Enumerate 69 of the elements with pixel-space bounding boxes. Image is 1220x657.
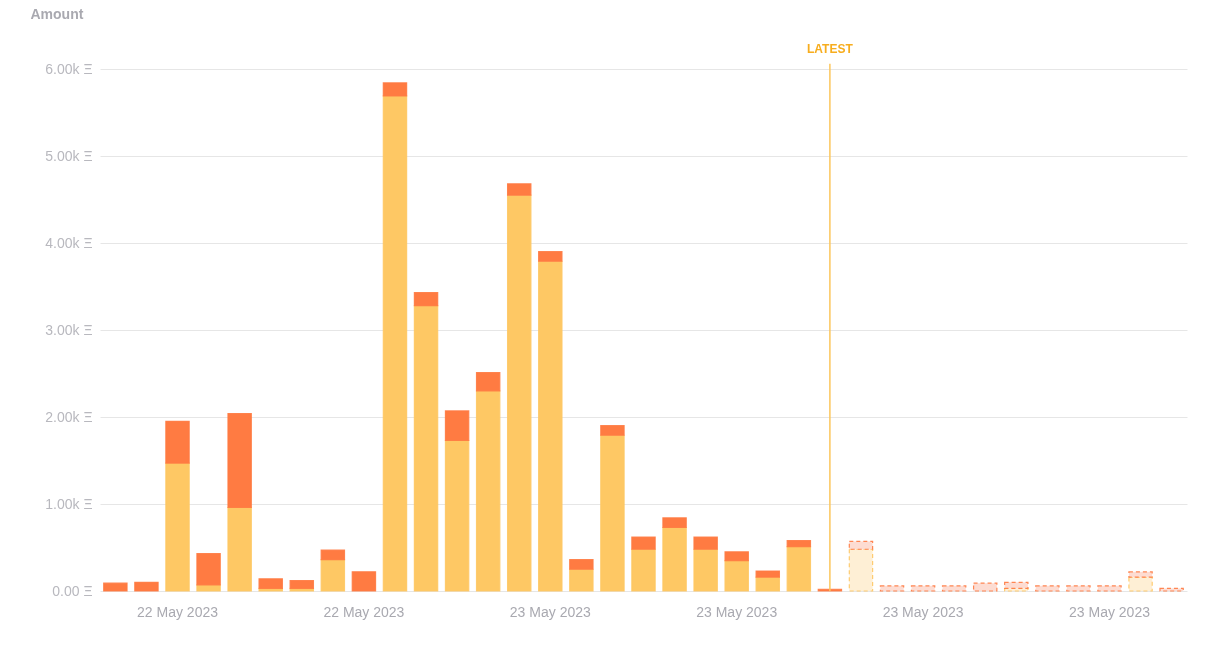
bar — [569, 568, 594, 592]
bar — [1004, 587, 1029, 592]
bar — [506, 183, 532, 196]
bar — [475, 372, 501, 392]
bar — [755, 576, 781, 592]
bar — [631, 548, 656, 592]
y-tick-label: 1.00k Ξ — [45, 495, 93, 512]
bar — [693, 536, 718, 550]
bar — [382, 82, 408, 97]
bar — [382, 95, 408, 592]
bar — [1128, 576, 1153, 592]
x-tick-label: 22 May 2023 — [137, 603, 219, 620]
text: LATEST — [807, 41, 854, 56]
bar — [538, 260, 563, 592]
bar — [724, 559, 749, 592]
bar — [413, 291, 439, 307]
y-tick-label: 3.00k Ξ — [45, 321, 93, 338]
bar — [258, 578, 283, 589]
bar — [879, 585, 905, 592]
bar — [910, 585, 936, 592]
bar — [289, 579, 315, 589]
bar — [444, 439, 470, 592]
x-tick-label: 23 May 2023 — [509, 603, 591, 620]
bar — [600, 425, 625, 436]
bar — [569, 559, 594, 570]
bar — [351, 571, 377, 592]
y-tick-label: 0.00 Ξ — [52, 582, 93, 599]
bar — [724, 551, 749, 562]
y-tick-label: 5.00k Ξ — [45, 147, 93, 164]
bar — [972, 582, 998, 592]
bar — [444, 410, 470, 442]
bar — [1159, 587, 1184, 592]
bar — [103, 582, 128, 592]
bar — [320, 549, 346, 561]
bar — [755, 570, 781, 578]
bar — [786, 546, 812, 592]
bar — [631, 536, 656, 550]
bar — [786, 539, 812, 548]
bar — [413, 305, 439, 592]
bar — [475, 390, 501, 592]
x-tick-label: 22 May 2023 — [323, 603, 405, 620]
bar — [506, 194, 532, 592]
bar — [227, 412, 252, 509]
x-tick-label: 23 May 2023 — [1069, 603, 1151, 620]
bar — [538, 251, 563, 262]
y-axis-title: Amount — [30, 5, 84, 22]
y-tick-label: 2.00k Ξ — [45, 408, 93, 425]
x-tick-label: 23 May 2023 — [696, 603, 778, 620]
y-tick-label: 6.00k Ξ — [45, 60, 93, 77]
bar — [693, 548, 718, 592]
x-tick-label: 23 May 2023 — [882, 603, 964, 620]
bar — [1128, 571, 1153, 578]
bar — [662, 517, 687, 529]
bar — [941, 585, 967, 592]
bar — [134, 581, 159, 592]
bar — [600, 434, 625, 592]
bar — [1035, 585, 1060, 592]
bar — [165, 462, 190, 592]
bar — [196, 552, 221, 586]
bar — [848, 540, 874, 550]
bar — [1066, 585, 1091, 592]
bar — [848, 548, 874, 592]
bar — [227, 506, 252, 592]
bar — [1097, 585, 1122, 592]
y-tick-label: 4.00k Ξ — [45, 234, 93, 251]
bar — [1004, 581, 1029, 589]
bar — [662, 526, 687, 592]
bar — [165, 420, 190, 464]
bar — [320, 559, 346, 592]
